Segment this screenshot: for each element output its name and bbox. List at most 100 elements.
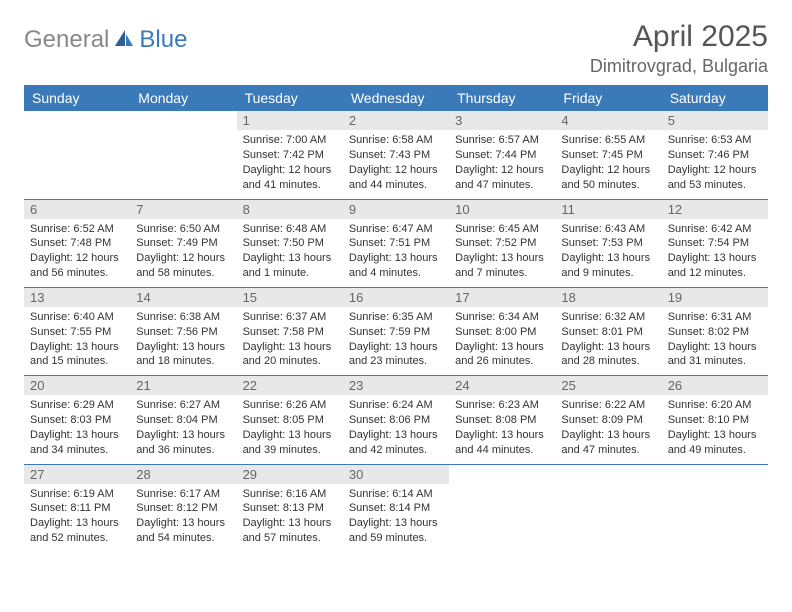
calendar-day-cell: 24Sunrise: 6:23 AMSunset: 8:08 PMDayligh… bbox=[449, 376, 555, 464]
day-number: 19 bbox=[662, 288, 768, 307]
page-title: April 2025 bbox=[590, 20, 768, 54]
day-number: 14 bbox=[130, 288, 236, 307]
calendar-day-cell: 17Sunrise: 6:34 AMSunset: 8:00 PMDayligh… bbox=[449, 287, 555, 375]
day-info: Sunrise: 6:34 AMSunset: 8:00 PMDaylight:… bbox=[449, 307, 555, 375]
day-number: 9 bbox=[343, 200, 449, 219]
day-info: Sunrise: 6:19 AMSunset: 8:11 PMDaylight:… bbox=[24, 484, 130, 552]
logo-text-blue: Blue bbox=[139, 26, 187, 54]
day-number: 13 bbox=[24, 288, 130, 307]
day-number: 27 bbox=[24, 465, 130, 484]
day-number: 12 bbox=[662, 200, 768, 219]
day-info: Sunrise: 6:14 AMSunset: 8:14 PMDaylight:… bbox=[343, 484, 449, 552]
calendar-day-cell: 7Sunrise: 6:50 AMSunset: 7:49 PMDaylight… bbox=[130, 199, 236, 287]
calendar-day-cell bbox=[662, 464, 768, 552]
calendar-week-row: 1Sunrise: 7:00 AMSunset: 7:42 PMDaylight… bbox=[24, 111, 768, 199]
col-tuesday: Tuesday bbox=[237, 85, 343, 111]
day-number: 30 bbox=[343, 465, 449, 484]
calendar-day-cell: 25Sunrise: 6:22 AMSunset: 8:09 PMDayligh… bbox=[555, 376, 661, 464]
day-info: Sunrise: 6:22 AMSunset: 8:09 PMDaylight:… bbox=[555, 395, 661, 463]
calendar-day-cell: 4Sunrise: 6:55 AMSunset: 7:45 PMDaylight… bbox=[555, 111, 661, 199]
calendar-day-cell: 23Sunrise: 6:24 AMSunset: 8:06 PMDayligh… bbox=[343, 376, 449, 464]
calendar-day-cell bbox=[24, 111, 130, 199]
day-info: Sunrise: 6:16 AMSunset: 8:13 PMDaylight:… bbox=[237, 484, 343, 552]
calendar-day-cell: 21Sunrise: 6:27 AMSunset: 8:04 PMDayligh… bbox=[130, 376, 236, 464]
day-info: Sunrise: 6:29 AMSunset: 8:03 PMDaylight:… bbox=[24, 395, 130, 463]
day-number: 11 bbox=[555, 200, 661, 219]
day-info: Sunrise: 6:20 AMSunset: 8:10 PMDaylight:… bbox=[662, 395, 768, 463]
calendar-day-cell: 6Sunrise: 6:52 AMSunset: 7:48 PMDaylight… bbox=[24, 199, 130, 287]
calendar-week-row: 20Sunrise: 6:29 AMSunset: 8:03 PMDayligh… bbox=[24, 376, 768, 464]
calendar-header-row: Sunday Monday Tuesday Wednesday Thursday… bbox=[24, 85, 768, 111]
calendar-day-cell: 2Sunrise: 6:58 AMSunset: 7:43 PMDaylight… bbox=[343, 111, 449, 199]
day-number: 3 bbox=[449, 111, 555, 130]
day-number: 20 bbox=[24, 376, 130, 395]
calendar-table: Sunday Monday Tuesday Wednesday Thursday… bbox=[24, 85, 768, 552]
calendar-day-cell: 18Sunrise: 6:32 AMSunset: 8:01 PMDayligh… bbox=[555, 287, 661, 375]
day-number: 8 bbox=[237, 200, 343, 219]
col-thursday: Thursday bbox=[449, 85, 555, 111]
header: General Blue April 2025 Dimitrovgrad, Bu… bbox=[24, 20, 768, 77]
calendar-week-row: 13Sunrise: 6:40 AMSunset: 7:55 PMDayligh… bbox=[24, 287, 768, 375]
day-number: 21 bbox=[130, 376, 236, 395]
title-block: April 2025 Dimitrovgrad, Bulgaria bbox=[590, 20, 768, 77]
logo-sail-icon bbox=[113, 28, 135, 53]
day-info: Sunrise: 6:47 AMSunset: 7:51 PMDaylight:… bbox=[343, 219, 449, 287]
day-info: Sunrise: 6:32 AMSunset: 8:01 PMDaylight:… bbox=[555, 307, 661, 375]
day-number: 1 bbox=[237, 111, 343, 130]
calendar-day-cell: 30Sunrise: 6:14 AMSunset: 8:14 PMDayligh… bbox=[343, 464, 449, 552]
day-number: 29 bbox=[237, 465, 343, 484]
calendar-day-cell: 28Sunrise: 6:17 AMSunset: 8:12 PMDayligh… bbox=[130, 464, 236, 552]
col-sunday: Sunday bbox=[24, 85, 130, 111]
day-number: 15 bbox=[237, 288, 343, 307]
calendar-day-cell: 29Sunrise: 6:16 AMSunset: 8:13 PMDayligh… bbox=[237, 464, 343, 552]
calendar-day-cell: 15Sunrise: 6:37 AMSunset: 7:58 PMDayligh… bbox=[237, 287, 343, 375]
calendar-day-cell: 13Sunrise: 6:40 AMSunset: 7:55 PMDayligh… bbox=[24, 287, 130, 375]
logo-text-general: General bbox=[24, 26, 109, 54]
day-info: Sunrise: 6:23 AMSunset: 8:08 PMDaylight:… bbox=[449, 395, 555, 463]
col-saturday: Saturday bbox=[662, 85, 768, 111]
calendar-day-cell: 26Sunrise: 6:20 AMSunset: 8:10 PMDayligh… bbox=[662, 376, 768, 464]
day-info: Sunrise: 6:26 AMSunset: 8:05 PMDaylight:… bbox=[237, 395, 343, 463]
calendar-day-cell bbox=[555, 464, 661, 552]
day-info: Sunrise: 6:50 AMSunset: 7:49 PMDaylight:… bbox=[130, 219, 236, 287]
day-info: Sunrise: 6:42 AMSunset: 7:54 PMDaylight:… bbox=[662, 219, 768, 287]
day-info: Sunrise: 7:00 AMSunset: 7:42 PMDaylight:… bbox=[237, 130, 343, 198]
day-info: Sunrise: 6:31 AMSunset: 8:02 PMDaylight:… bbox=[662, 307, 768, 375]
calendar-day-cell: 20Sunrise: 6:29 AMSunset: 8:03 PMDayligh… bbox=[24, 376, 130, 464]
day-number: 6 bbox=[24, 200, 130, 219]
day-number: 17 bbox=[449, 288, 555, 307]
calendar-day-cell: 19Sunrise: 6:31 AMSunset: 8:02 PMDayligh… bbox=[662, 287, 768, 375]
day-number: 23 bbox=[343, 376, 449, 395]
day-number: 22 bbox=[237, 376, 343, 395]
day-info: Sunrise: 6:55 AMSunset: 7:45 PMDaylight:… bbox=[555, 130, 661, 198]
calendar-day-cell: 11Sunrise: 6:43 AMSunset: 7:53 PMDayligh… bbox=[555, 199, 661, 287]
day-number: 2 bbox=[343, 111, 449, 130]
day-info: Sunrise: 6:40 AMSunset: 7:55 PMDaylight:… bbox=[24, 307, 130, 375]
calendar-day-cell: 16Sunrise: 6:35 AMSunset: 7:59 PMDayligh… bbox=[343, 287, 449, 375]
day-number: 18 bbox=[555, 288, 661, 307]
day-info: Sunrise: 6:53 AMSunset: 7:46 PMDaylight:… bbox=[662, 130, 768, 198]
calendar-day-cell: 9Sunrise: 6:47 AMSunset: 7:51 PMDaylight… bbox=[343, 199, 449, 287]
day-info: Sunrise: 6:52 AMSunset: 7:48 PMDaylight:… bbox=[24, 219, 130, 287]
day-info: Sunrise: 6:24 AMSunset: 8:06 PMDaylight:… bbox=[343, 395, 449, 463]
day-info: Sunrise: 6:48 AMSunset: 7:50 PMDaylight:… bbox=[237, 219, 343, 287]
day-info: Sunrise: 6:43 AMSunset: 7:53 PMDaylight:… bbox=[555, 219, 661, 287]
col-monday: Monday bbox=[130, 85, 236, 111]
day-number: 25 bbox=[555, 376, 661, 395]
calendar-day-cell: 8Sunrise: 6:48 AMSunset: 7:50 PMDaylight… bbox=[237, 199, 343, 287]
col-wednesday: Wednesday bbox=[343, 85, 449, 111]
calendar-day-cell: 3Sunrise: 6:57 AMSunset: 7:44 PMDaylight… bbox=[449, 111, 555, 199]
calendar-week-row: 6Sunrise: 6:52 AMSunset: 7:48 PMDaylight… bbox=[24, 199, 768, 287]
day-info: Sunrise: 6:35 AMSunset: 7:59 PMDaylight:… bbox=[343, 307, 449, 375]
logo: General Blue bbox=[24, 26, 187, 54]
day-number: 10 bbox=[449, 200, 555, 219]
day-info: Sunrise: 6:27 AMSunset: 8:04 PMDaylight:… bbox=[130, 395, 236, 463]
calendar-day-cell: 5Sunrise: 6:53 AMSunset: 7:46 PMDaylight… bbox=[662, 111, 768, 199]
location-text: Dimitrovgrad, Bulgaria bbox=[590, 56, 768, 77]
day-number: 16 bbox=[343, 288, 449, 307]
calendar-day-cell: 10Sunrise: 6:45 AMSunset: 7:52 PMDayligh… bbox=[449, 199, 555, 287]
day-number: 28 bbox=[130, 465, 236, 484]
calendar-week-row: 27Sunrise: 6:19 AMSunset: 8:11 PMDayligh… bbox=[24, 464, 768, 552]
calendar-day-cell bbox=[130, 111, 236, 199]
calendar-body: 1Sunrise: 7:00 AMSunset: 7:42 PMDaylight… bbox=[24, 111, 768, 552]
